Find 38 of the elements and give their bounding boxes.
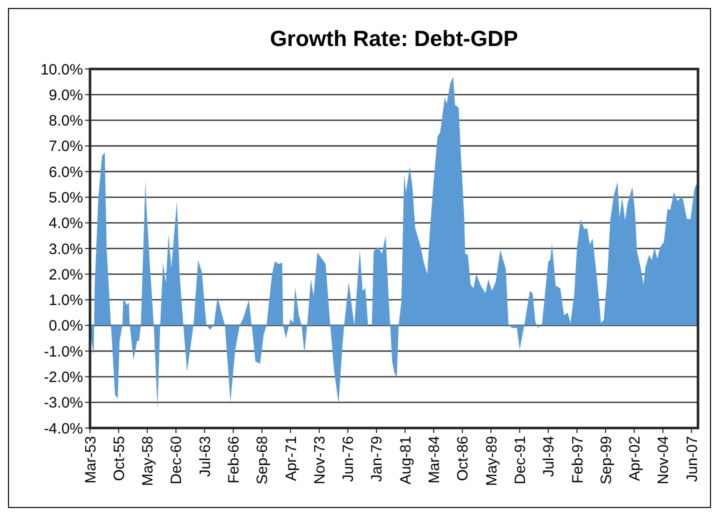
x-tick-label: Dec-60 <box>168 436 186 484</box>
y-tick-label: -2.0% <box>44 368 83 386</box>
x-tick-label: Aug-81 <box>397 436 414 484</box>
y-tick-label: -3.0% <box>44 394 83 412</box>
x-tick-label: Jul-94 <box>540 436 558 477</box>
y-tick-label: 7.0% <box>48 138 83 156</box>
y-tick-label: 1.0% <box>48 292 83 310</box>
y-tick-label: 8.0% <box>48 112 83 130</box>
chart-title: Growth Rate: Debt-GDP <box>270 26 518 51</box>
x-tick-label: Jan-79 <box>368 436 386 482</box>
x-tick-label: Jun-76 <box>340 436 358 482</box>
x-tick-label: Mar-84 <box>426 436 443 484</box>
y-tick-label: -4.0% <box>44 420 83 438</box>
x-tick-label: Oct-55 <box>110 436 128 482</box>
y-tick-label: 0.0% <box>48 318 83 335</box>
y-tick-label: 9.0% <box>48 86 83 104</box>
x-tick-label: Mar-53 <box>82 436 100 484</box>
x-tick-label: Feb-66 <box>226 436 243 484</box>
x-tick-label: Nov-73 <box>311 436 328 484</box>
y-tick-label: 5.0% <box>48 189 83 206</box>
x-tick-label: Sep-68 <box>254 436 272 484</box>
y-tick-label: 3.0% <box>48 240 83 258</box>
x-tick-label: Apr-71 <box>282 436 300 482</box>
x-tick-label: Dec-91 <box>512 436 529 484</box>
y-tick-label: -1.0% <box>44 343 83 360</box>
x-tick-label: Jul-63 <box>196 436 214 477</box>
x-tick-label: Apr-02 <box>626 436 644 482</box>
x-tick-label: Sep-99 <box>598 436 615 484</box>
y-tick-label: 2.0% <box>48 266 83 284</box>
x-tick-label: Jun-07 <box>684 436 701 482</box>
y-tick-label: 10.0% <box>40 61 83 78</box>
y-tick-label: 4.0% <box>48 215 83 232</box>
x-tick-label: Feb-97 <box>569 436 586 484</box>
x-tick-label: Nov-04 <box>655 436 672 484</box>
x-tick-label: May-58 <box>140 436 157 486</box>
x-tick-label: May-89 <box>483 436 500 486</box>
y-tick-label: 6.0% <box>48 164 83 181</box>
x-tick-label: Oct-86 <box>454 436 472 482</box>
